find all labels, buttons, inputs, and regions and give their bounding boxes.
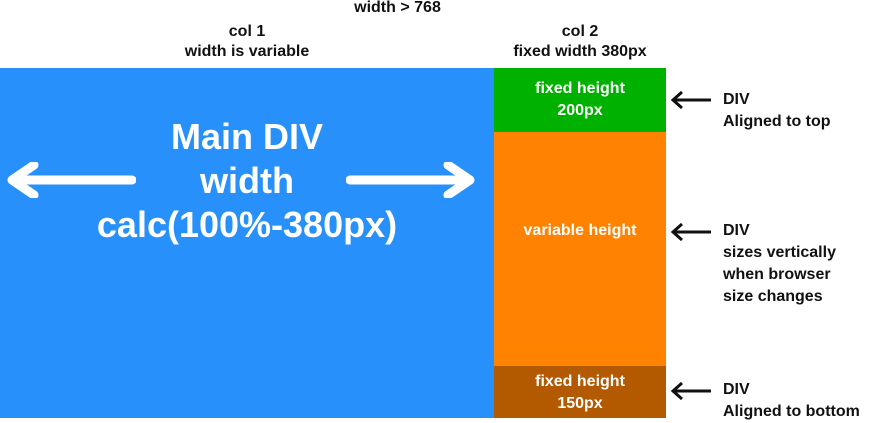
- variable-height-div-line1: variable height: [523, 222, 637, 239]
- fixed-bottom-div-line1: fixed height: [535, 373, 625, 390]
- bottom-annotation-arrow-icon: [670, 381, 711, 401]
- bottom-div-annotation-line2: Aligned to bottom: [723, 403, 860, 420]
- middle-div-annotation-line2: sizes vertically: [723, 244, 836, 261]
- fixed-top-div-label: fixed height 200px: [494, 78, 666, 122]
- bottom-div-annotation: DIV Aligned to bottom: [723, 379, 860, 423]
- middle-div-annotation-line1: DIV: [723, 222, 750, 239]
- variable-height-div: variable height: [494, 132, 666, 366]
- fixed-top-div-line1: fixed height: [535, 80, 625, 97]
- col1-subtitle: width is variable: [184, 43, 310, 60]
- middle-annotation-arrow-icon: [670, 222, 711, 242]
- middle-div-annotation: DIV sizes vertically when browser size c…: [723, 220, 836, 308]
- variable-height-div-label: variable height: [494, 220, 666, 242]
- main-div-title: Main DIV: [170, 116, 323, 157]
- col2-title: col 2: [561, 23, 599, 40]
- main-div-width-formula: calc(100%-380px): [96, 204, 398, 245]
- fixed-bottom-div: fixed height 150px: [494, 366, 666, 418]
- bottom-div-annotation-line1: DIV: [723, 381, 750, 398]
- top-div-annotation-line2: Aligned to top: [723, 113, 831, 130]
- left-arrow-icon: [7, 162, 136, 198]
- top-breakpoint-label: width > 768: [354, 0, 441, 16]
- fixed-bottom-div-label: fixed height 150px: [494, 371, 666, 415]
- fixed-top-div: fixed height 200px: [494, 68, 666, 132]
- main-div-label: Main DIV width calc(100%-380px): [0, 115, 494, 247]
- main-div-width-label: width: [200, 160, 294, 201]
- fixed-top-div-line2: 200px: [557, 102, 603, 119]
- col1-header: col 1 width is variable: [0, 22, 494, 62]
- top-div-annotation: DIV Aligned to top: [723, 89, 831, 133]
- col2-subtitle: fixed width 380px: [513, 43, 647, 60]
- main-div-block: [0, 68, 494, 418]
- fixed-bottom-div-line2: 150px: [557, 395, 603, 412]
- right-arrow-icon: [346, 162, 475, 198]
- col1-title: col 1: [228, 23, 266, 40]
- middle-div-annotation-line3: when browser: [723, 266, 831, 283]
- col2-header: col 2 fixed width 380px: [494, 22, 666, 62]
- top-annotation-arrow-icon: [670, 90, 711, 110]
- top-div-annotation-line1: DIV: [723, 91, 750, 108]
- middle-div-annotation-line4: size changes: [723, 288, 823, 305]
